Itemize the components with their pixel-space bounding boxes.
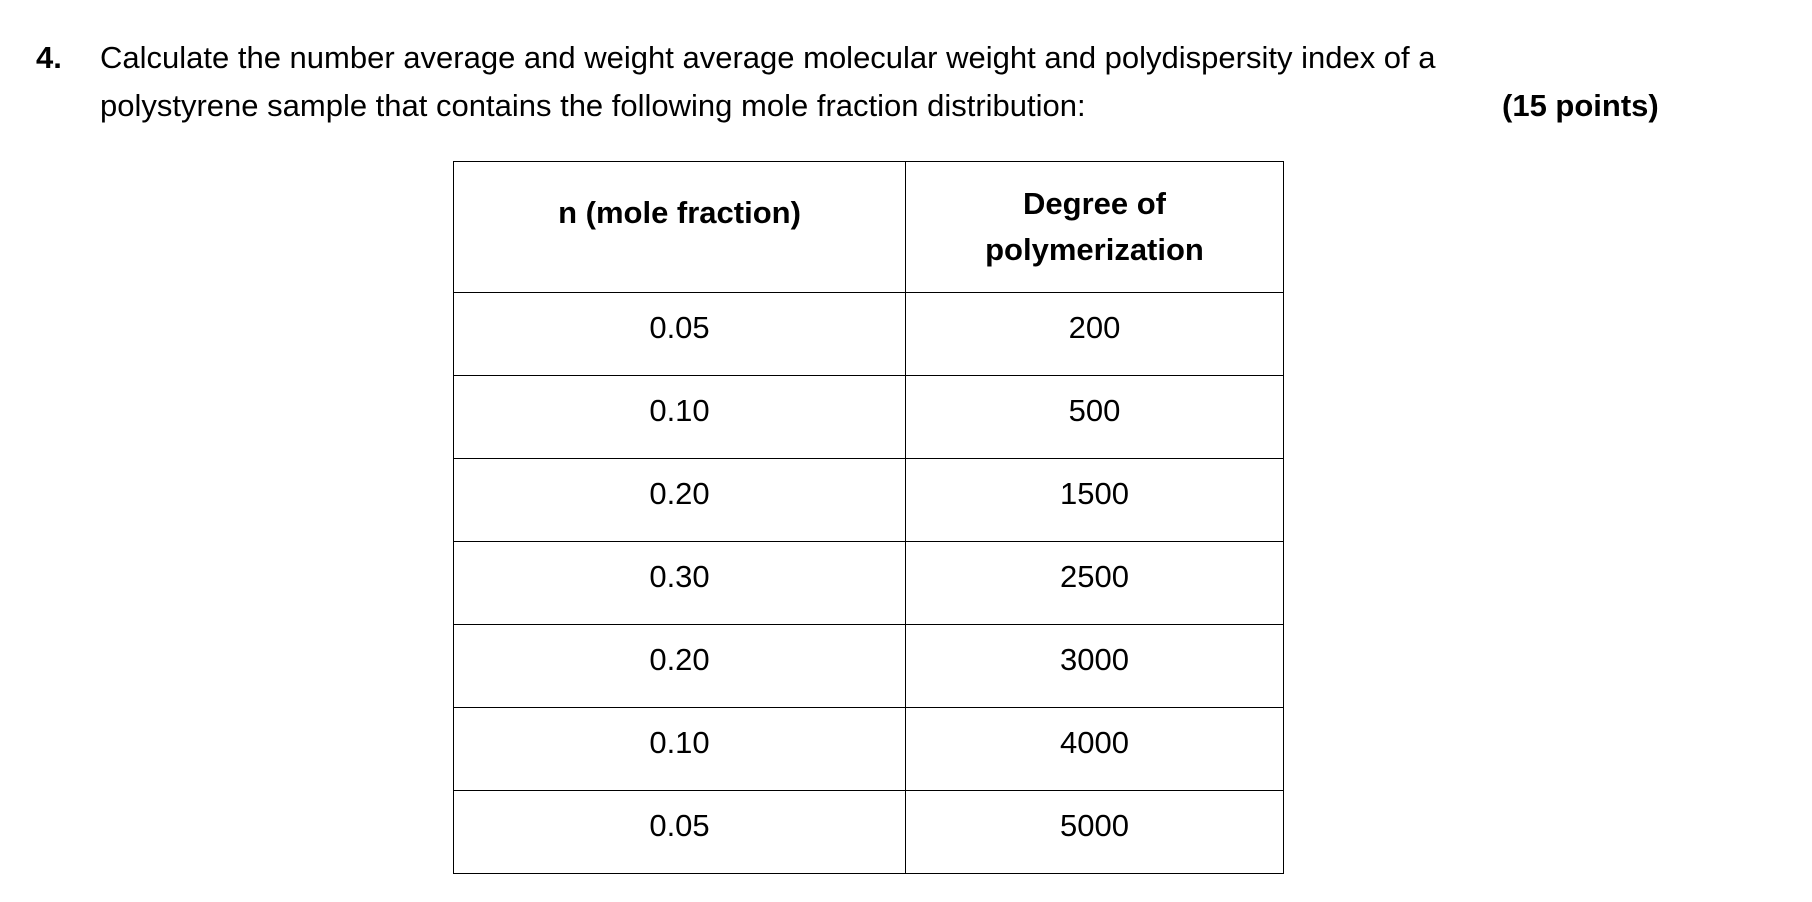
mole-fraction-table: n (mole fraction) Degree of polymerizati… xyxy=(453,161,1284,874)
cell-degree-of-polymerization: 1500 xyxy=(905,458,1284,542)
cell-degree-of-polymerization: 200 xyxy=(905,292,1284,376)
cell-mole-fraction: 0.30 xyxy=(453,541,906,625)
cell-degree-of-polymerization: 4000 xyxy=(905,707,1284,791)
table-header-row: n (mole fraction) Degree of polymerizati… xyxy=(453,161,1284,293)
table-row: 0.05 5000 xyxy=(453,790,1284,874)
cell-mole-fraction: 0.10 xyxy=(453,707,906,791)
cell-mole-fraction: 0.20 xyxy=(453,624,906,708)
table-row: 0.10 4000 xyxy=(453,707,1284,791)
cell-degree-of-polymerization: 500 xyxy=(905,375,1284,459)
question-line-1: Calculate the number average and weight … xyxy=(100,40,1436,75)
cell-mole-fraction: 0.05 xyxy=(453,292,906,376)
table-row: 0.10 500 xyxy=(453,375,1284,459)
table-row: 0.05 200 xyxy=(453,292,1284,376)
table-row: 0.20 3000 xyxy=(453,624,1284,708)
points-label: (15 points) xyxy=(1502,88,1659,123)
header-degree-of-polymerization: Degree of polymerization xyxy=(905,161,1284,293)
cell-degree-of-polymerization: 5000 xyxy=(905,790,1284,874)
question-line-2: polystyrene sample that contains the fol… xyxy=(100,88,1086,123)
cell-mole-fraction: 0.10 xyxy=(453,375,906,459)
cell-mole-fraction: 0.20 xyxy=(453,458,906,542)
header-mole-fraction: n (mole fraction) xyxy=(453,161,906,293)
header-degree-line-2: polymerization xyxy=(985,232,1204,267)
question-text: Calculate the number average and weight … xyxy=(100,34,1680,130)
header-degree-line-1: Degree of xyxy=(1023,186,1166,221)
question-line-2-wrapper: polystyrene sample that contains the fol… xyxy=(100,82,1680,130)
table-row: 0.20 1500 xyxy=(453,458,1284,542)
table-row: 0.30 2500 xyxy=(453,541,1284,625)
cell-degree-of-polymerization: 3000 xyxy=(905,624,1284,708)
cell-degree-of-polymerization: 2500 xyxy=(905,541,1284,625)
question-number: 4. xyxy=(36,40,62,75)
cell-mole-fraction: 0.05 xyxy=(453,790,906,874)
